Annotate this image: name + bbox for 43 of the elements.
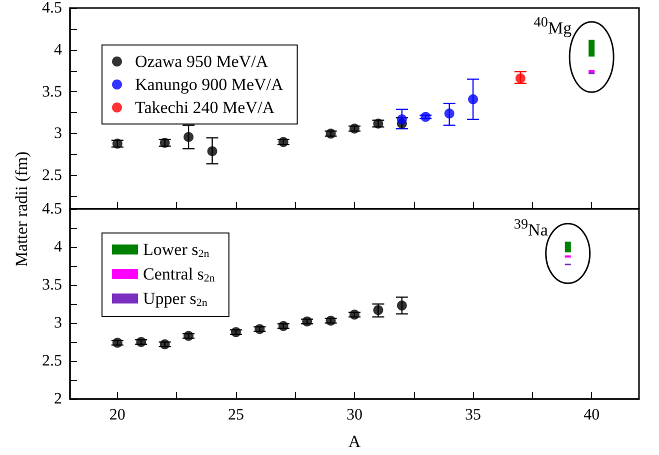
legend-label: Kanungo 900 MeV/A: [135, 75, 284, 94]
y-tick-label: 2.5: [42, 352, 62, 370]
point: [396, 114, 407, 124]
point: [350, 124, 360, 134]
y-tick-label: 4: [54, 41, 62, 58]
point: [326, 316, 336, 326]
y-tick-label: 4.5: [42, 200, 62, 218]
bar: [588, 70, 595, 72]
x-tick-label: 25: [228, 406, 244, 424]
point: [373, 305, 384, 316]
legend-label: Takechi 240 MeV/A: [135, 98, 276, 117]
x-axis-title: A: [348, 432, 362, 451]
point: [468, 94, 478, 104]
y-axis-title: Matter radii (fm): [12, 151, 32, 267]
point: [207, 146, 218, 156]
x-tick-label: 30: [346, 406, 362, 424]
point: [254, 324, 265, 334]
annotation: $^{40}$Mg: [534, 14, 572, 38]
annotation: $^{39}$Na: [514, 216, 548, 239]
y-tick-label: 2: [54, 390, 62, 408]
point: [184, 132, 194, 142]
point: [230, 327, 241, 338]
point: [444, 108, 454, 119]
point: [184, 330, 194, 341]
y-tick-label: 3: [54, 125, 62, 142]
bar: [588, 40, 595, 57]
point: [160, 339, 170, 350]
point: [278, 321, 288, 332]
point: [112, 138, 122, 149]
point: [302, 316, 312, 326]
y-tick-label: 3.5: [42, 276, 62, 294]
y-tick-label: 3: [54, 314, 62, 332]
y-tick-label: 4.5: [42, 0, 62, 16]
point: [396, 300, 407, 311]
x-tick-label: 35: [465, 406, 482, 424]
y-tick-label: 3.5: [42, 83, 62, 100]
x-tick-label: 40: [584, 406, 600, 424]
legend-label: Ozawa 950 MeV/A: [135, 52, 269, 71]
y-tick-label: 2.5: [42, 167, 62, 184]
point: [420, 112, 431, 122]
y-tick-label: 4: [54, 238, 62, 256]
x-tick-label: 20: [109, 406, 126, 424]
bar: [564, 242, 571, 252]
